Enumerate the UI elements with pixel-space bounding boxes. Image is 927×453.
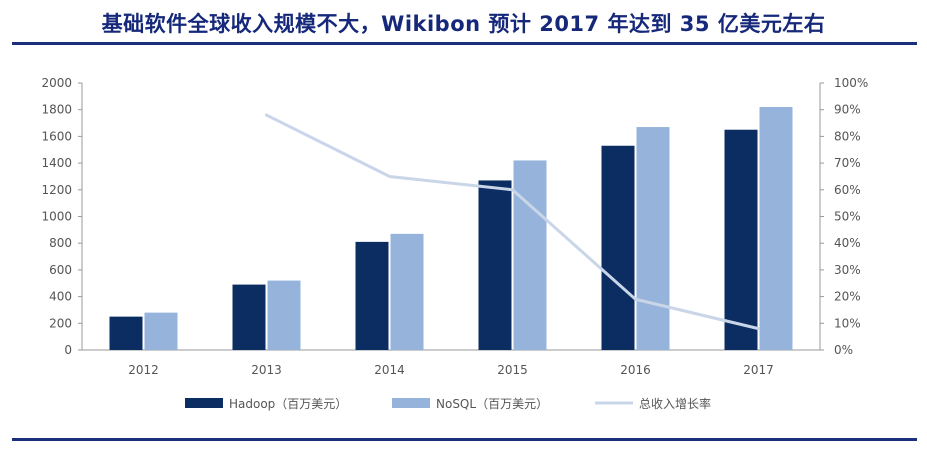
growth-point xyxy=(265,113,268,117)
y2-tick-label: 100% xyxy=(834,76,868,90)
growth-point xyxy=(388,174,391,178)
hadoop-bar xyxy=(724,129,758,350)
legend-label-nosql: NoSQL（百万美元） xyxy=(436,397,548,411)
bottom-rule xyxy=(12,438,917,441)
x-tick-label: 2015 xyxy=(497,363,528,377)
nosql-bar xyxy=(759,107,793,350)
y2-tick-label: 60% xyxy=(834,183,861,197)
chart-title: 基础软件全球收入规模不大，Wikibon 预计 2017 年达到 35 亿美元左… xyxy=(101,12,826,36)
hadoop-bar xyxy=(478,180,512,350)
y2-tick-label: 30% xyxy=(834,263,861,277)
y-tick-label: 0 xyxy=(64,343,72,357)
x-tick-label: 2012 xyxy=(128,363,159,377)
x-tick-label: 2013 xyxy=(251,363,282,377)
nosql-bar xyxy=(267,280,301,350)
nosql-bar xyxy=(513,160,547,350)
growth-line xyxy=(265,113,759,331)
growth-point xyxy=(757,327,760,331)
y-tick-label: 1000 xyxy=(41,210,72,224)
x-tick-label: 2017 xyxy=(743,363,774,377)
y-tick-label: 1600 xyxy=(41,129,72,143)
growth-line-group xyxy=(265,113,760,331)
nosql-bar xyxy=(390,233,424,350)
y-tick-label: 200 xyxy=(49,316,72,330)
y2-tick-label: 40% xyxy=(834,236,861,250)
y2-tick-label: 50% xyxy=(834,210,861,224)
nosql-bar xyxy=(144,312,178,350)
legend-label-growth: 总收入增长率 xyxy=(639,396,711,411)
y2-tick-label: 0% xyxy=(834,343,853,357)
y2-tick-label: 70% xyxy=(834,156,861,170)
chart-bars xyxy=(109,107,793,351)
y-tick-label: 600 xyxy=(49,263,72,277)
chart-axes: 0 200 400 600 800 1000 1200 1400 1600 1800 2000 0% 1… xyxy=(41,76,868,377)
y-tick-label: 800 xyxy=(49,236,72,250)
y-tick-label: 400 xyxy=(49,290,72,304)
legend-swatch-hadoop xyxy=(185,398,223,408)
y-tick-label: 1400 xyxy=(41,156,72,170)
hadoop-bar xyxy=(601,145,635,350)
growth-point xyxy=(511,188,514,192)
y2-tick-label: 20% xyxy=(834,290,861,304)
y-tick-label: 1200 xyxy=(41,183,72,197)
hadoop-bar xyxy=(355,241,389,350)
nosql-bar xyxy=(636,127,670,351)
top-rule xyxy=(12,42,917,45)
growth-point xyxy=(634,297,637,301)
y2-tick-label: 90% xyxy=(834,103,861,117)
y2-tick-label: 10% xyxy=(834,316,861,330)
y2-tick-label: 80% xyxy=(834,129,861,143)
legend-label-hadoop: Hadoop（百万美元） xyxy=(229,397,347,411)
hadoop-bar xyxy=(109,316,143,350)
x-tick-label: 2016 xyxy=(620,363,651,377)
chart-legend: Hadoop（百万美元） NoSQL（百万美元） 总收入增长率 xyxy=(185,396,711,411)
legend-swatch-nosql xyxy=(392,398,430,408)
y-tick-label: 2000 xyxy=(41,76,72,90)
hadoop-bar xyxy=(232,284,266,350)
x-tick-label: 2014 xyxy=(374,363,405,377)
y-tick-label: 1800 xyxy=(41,103,72,117)
